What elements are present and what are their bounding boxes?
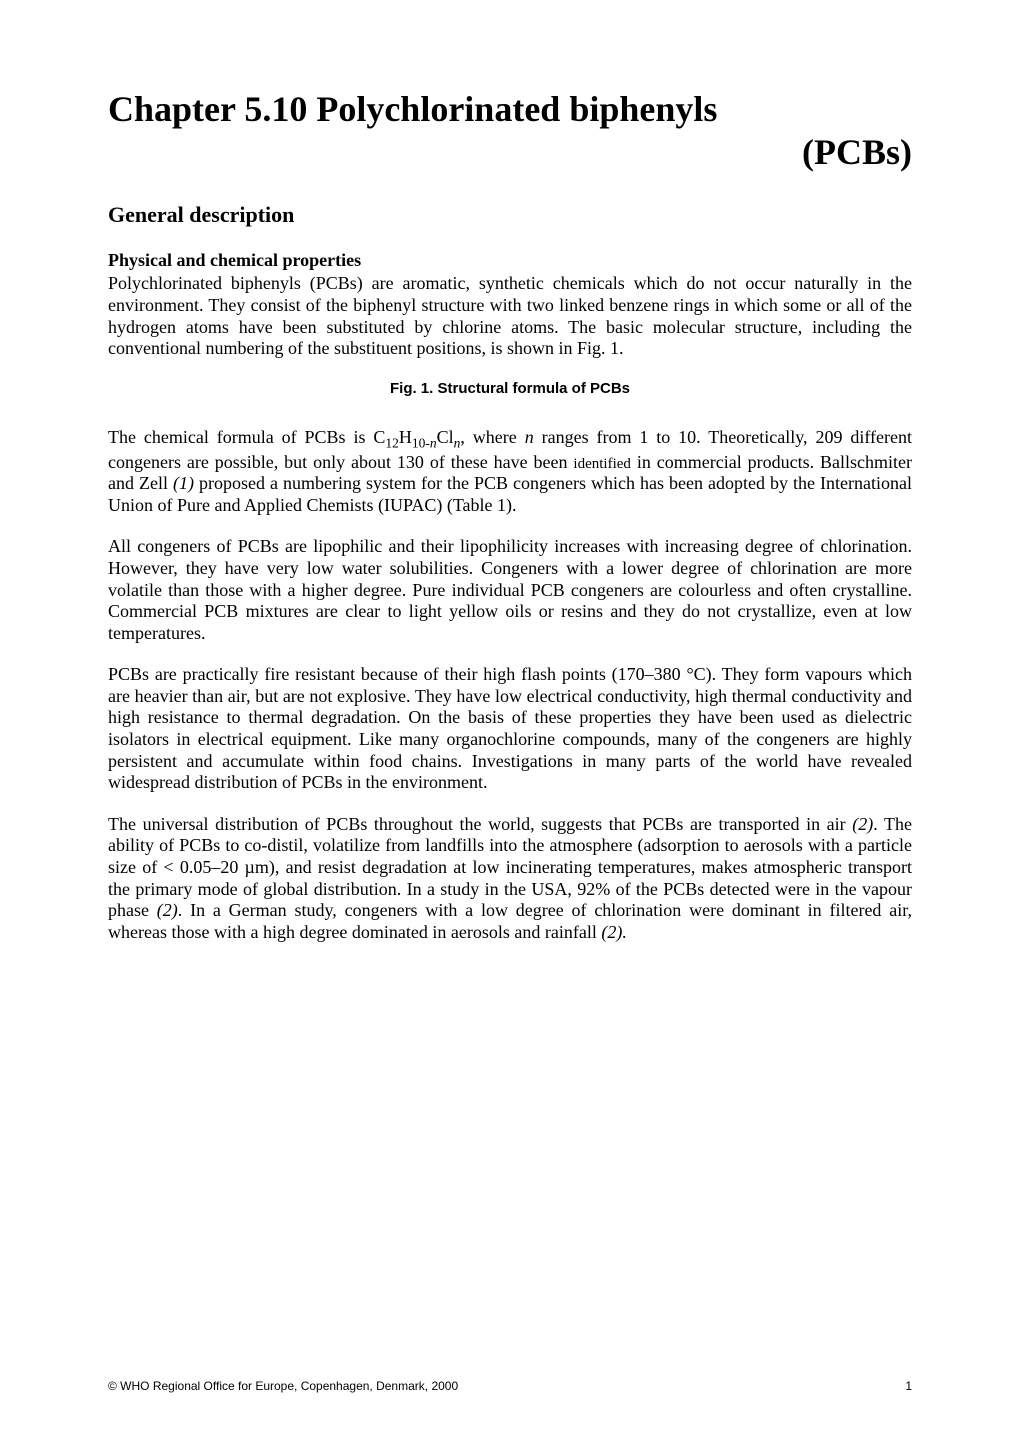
p2-small: identified xyxy=(573,456,630,472)
p5-ref-b: (2) xyxy=(157,900,178,920)
p2-sub1: 12 xyxy=(385,435,399,450)
p5-text-a: The universal distribution of PCBs throu… xyxy=(108,814,852,834)
footer-copyright: © WHO Regional Office for Europe, Copenh… xyxy=(108,1379,458,1393)
p2-text: , where xyxy=(460,427,524,447)
p5-text-c: . In a German study, congeners with a lo… xyxy=(108,900,912,942)
p2-sub2-italic: n xyxy=(430,435,437,450)
p2-text: H xyxy=(399,427,412,447)
page-footer: © WHO Regional Office for Europe, Copenh… xyxy=(108,1379,912,1393)
paragraph-1: Polychlorinated biphenyls (PCBs) are aro… xyxy=(108,273,912,359)
p5-ref-c: (2). xyxy=(601,922,627,942)
p2-sub2: 10-n xyxy=(412,435,437,450)
title-line1: Chapter 5.10 Polychlorinated biphenyls xyxy=(108,88,912,131)
subsection-heading: Physical and chemical properties xyxy=(108,250,912,271)
footer-page-number: 1 xyxy=(905,1379,912,1393)
figure-caption: Fig. 1. Structural formula of PCBs xyxy=(108,380,912,397)
paragraph-2: The chemical formula of PCBs is C12H10-n… xyxy=(108,427,912,517)
title-line2: (PCBs) xyxy=(108,131,912,174)
p5-ref-a: (2) xyxy=(852,814,873,834)
paragraph-5: The universal distribution of PCBs throu… xyxy=(108,814,912,944)
p2-text: The chemical formula of PCBs is C xyxy=(108,427,385,447)
p2-text: Cl xyxy=(437,427,454,447)
p2-text: proposed a numbering system for the PCB … xyxy=(108,473,912,515)
p2-n-italic: n xyxy=(525,427,534,447)
p2-ref1: (1) xyxy=(173,473,194,493)
chapter-title: Chapter 5.10 Polychlorinated biphenyls (… xyxy=(108,88,912,174)
paragraph-3: All congeners of PCBs are lipophilic and… xyxy=(108,536,912,644)
p2-sub2-text: 10- xyxy=(412,435,430,450)
paragraph-4: PCBs are practically fire resistant beca… xyxy=(108,664,912,794)
section-heading: General description xyxy=(108,202,912,228)
